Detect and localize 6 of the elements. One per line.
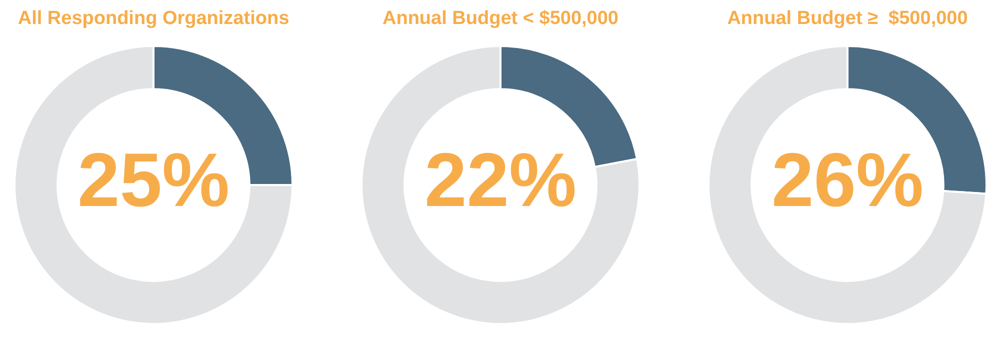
chart-title: Annual Budget ≥ $500,000 [726, 7, 969, 31]
chart-title: Annual Budget < $500,000 [382, 7, 620, 31]
text: 22% [424, 138, 577, 223]
text: 25% [77, 138, 230, 223]
text: 26% [771, 138, 924, 223]
chart-title: All Responding Organizations [16, 7, 290, 31]
